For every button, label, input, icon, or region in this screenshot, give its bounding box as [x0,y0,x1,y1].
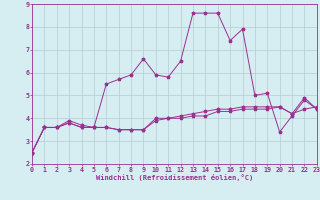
X-axis label: Windchill (Refroidissement éolien,°C): Windchill (Refroidissement éolien,°C) [96,174,253,181]
